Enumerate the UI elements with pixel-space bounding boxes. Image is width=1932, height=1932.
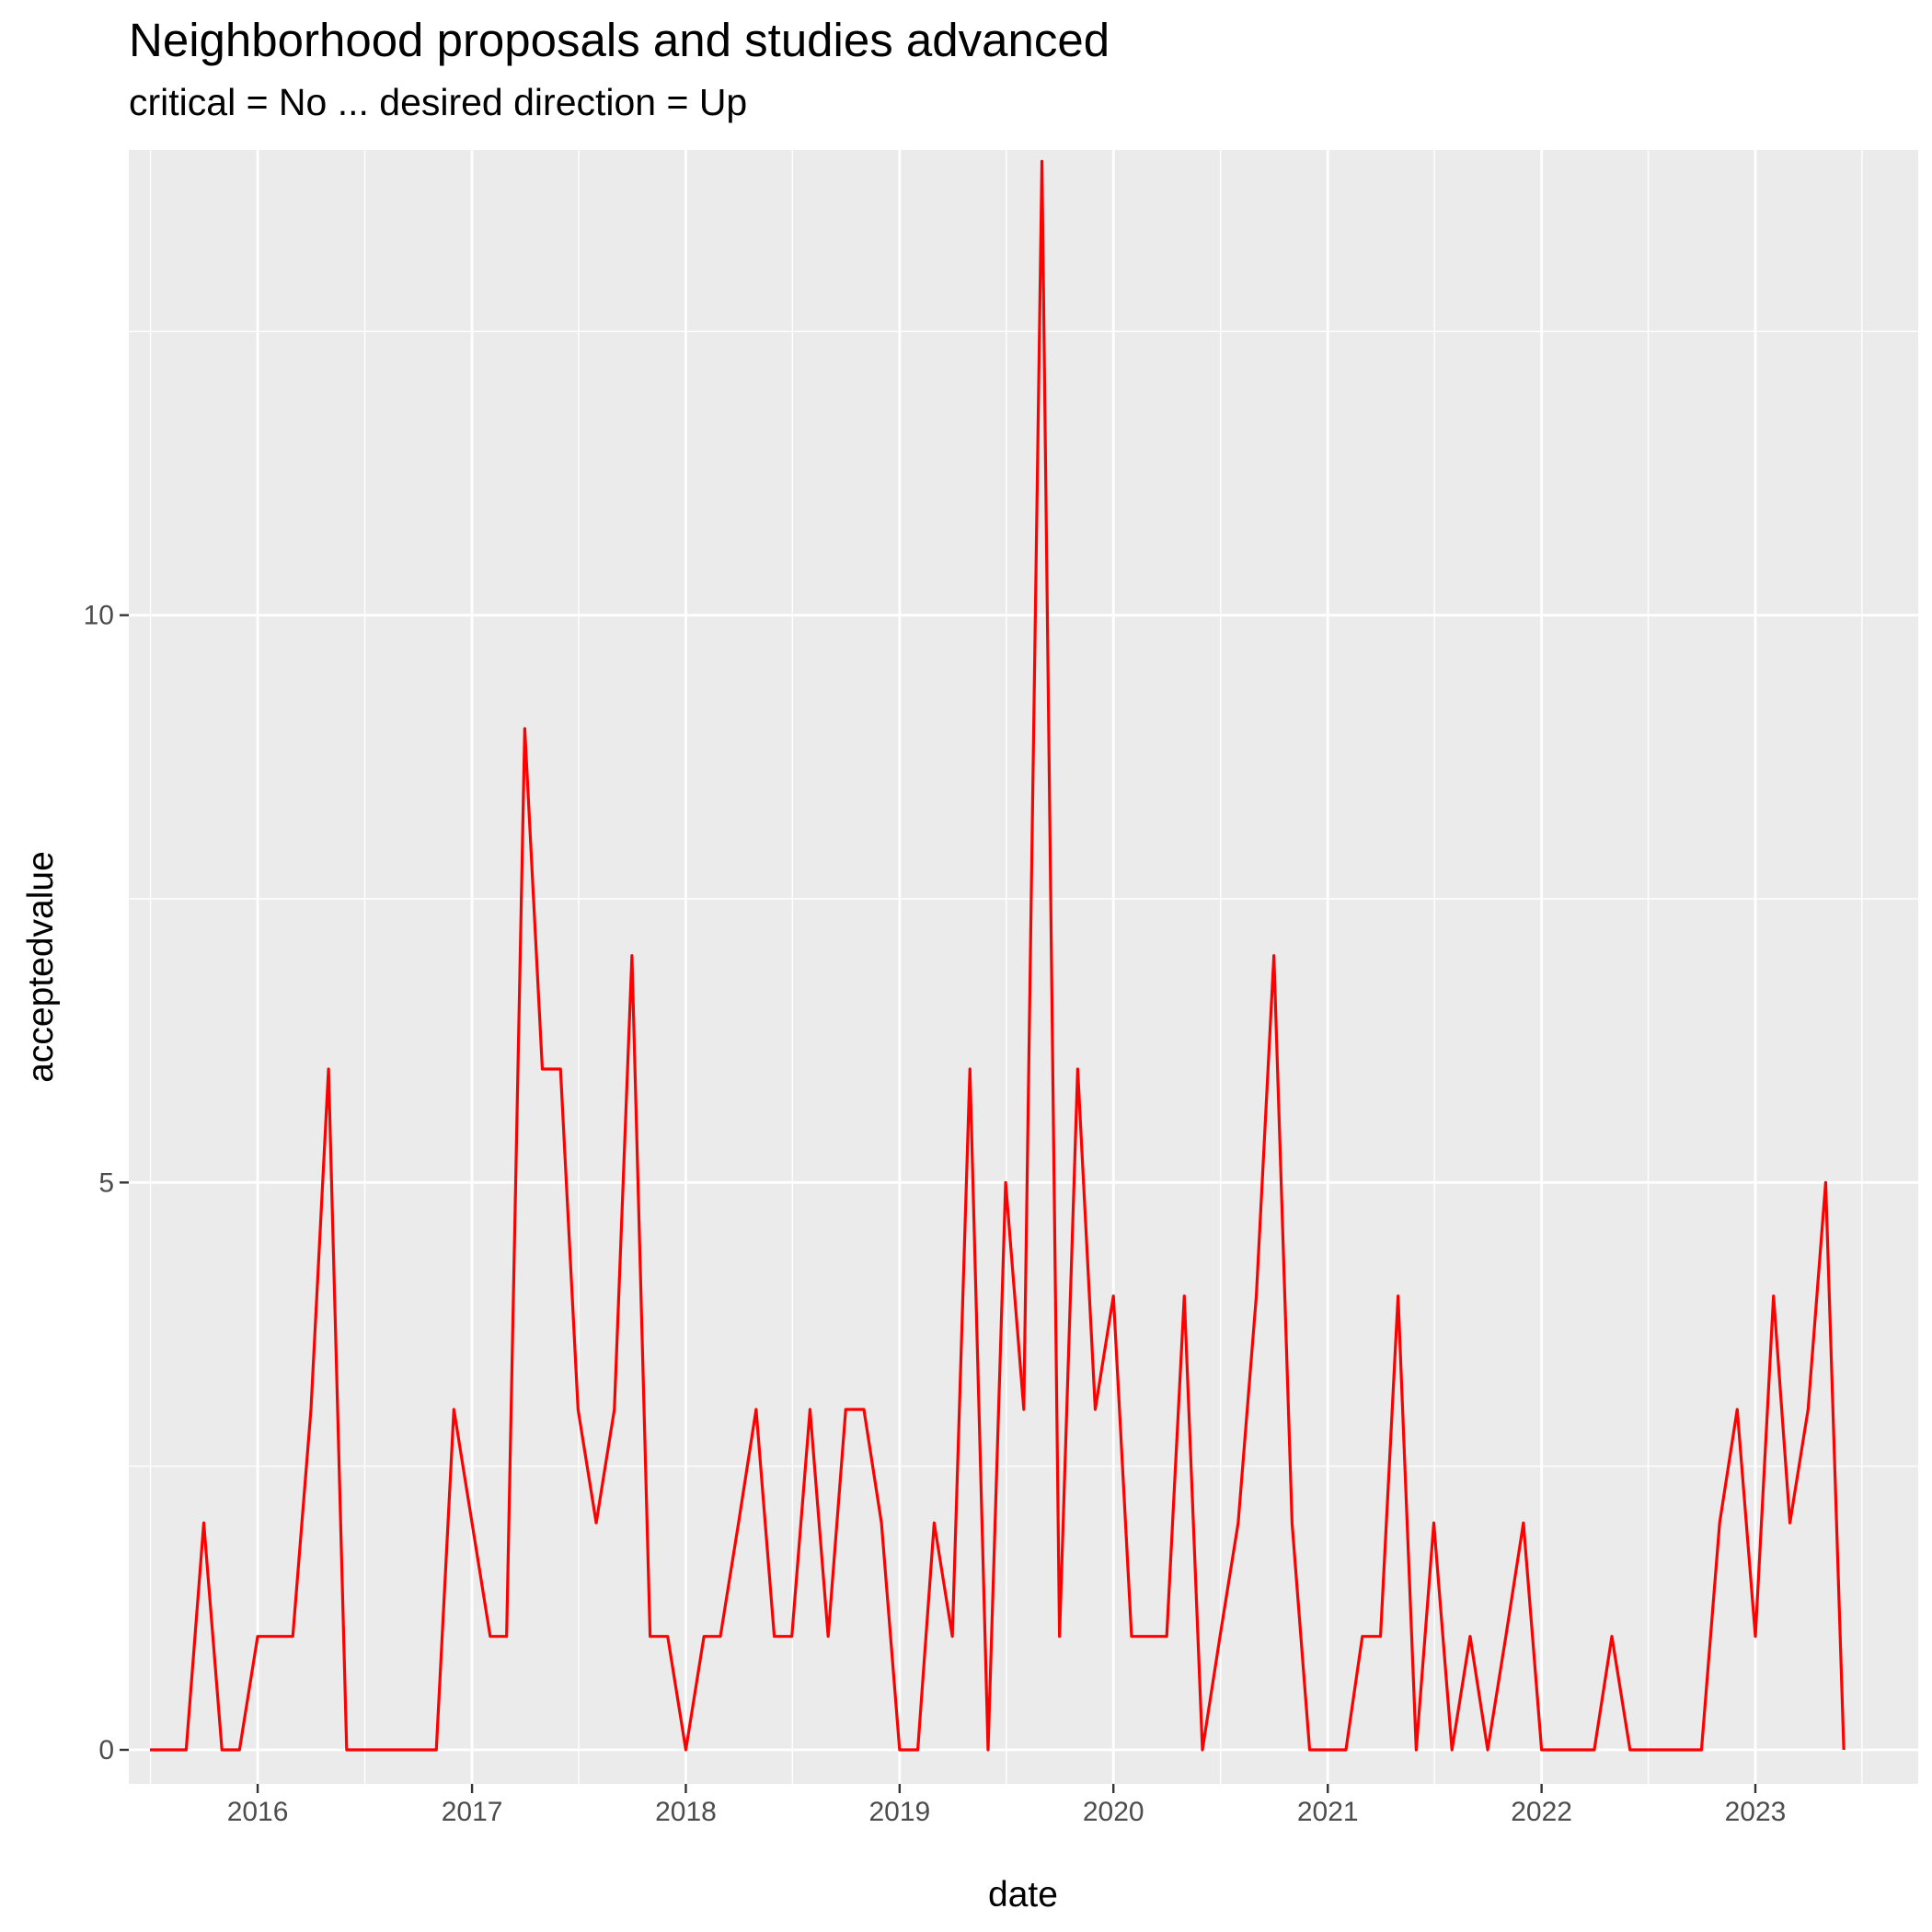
- y-tick-label: 0: [98, 1735, 114, 1765]
- plot-panel: [129, 150, 1918, 1784]
- y-axis-title: acceptedvalue: [21, 851, 61, 1083]
- series-line: [149, 159, 1846, 1752]
- x-tick-label: 2022: [1511, 1797, 1572, 1827]
- chart-title: Neighborhood proposals and studies advan…: [129, 14, 1110, 66]
- axes: 0 5 10 2016 2017 2018 2019 2020 2021 2022 2023: [84, 601, 1787, 1827]
- x-tick-label: 2016: [227, 1797, 289, 1827]
- chart-subtitle: critical = No ... desired direction = Up: [129, 81, 748, 123]
- x-tick-label: 2018: [655, 1797, 717, 1827]
- x-tick-label: 2021: [1297, 1797, 1359, 1827]
- x-axis-title: date: [988, 1875, 1058, 1915]
- grid: [129, 150, 1918, 1784]
- x-tick-label: 2017: [442, 1797, 503, 1827]
- y-tick-label: 5: [98, 1167, 114, 1198]
- x-tick-label: 2023: [1725, 1797, 1787, 1827]
- y-tick-label: 10: [84, 601, 114, 631]
- x-tick-label: 2019: [868, 1797, 930, 1827]
- x-tick-label: 2020: [1083, 1797, 1144, 1827]
